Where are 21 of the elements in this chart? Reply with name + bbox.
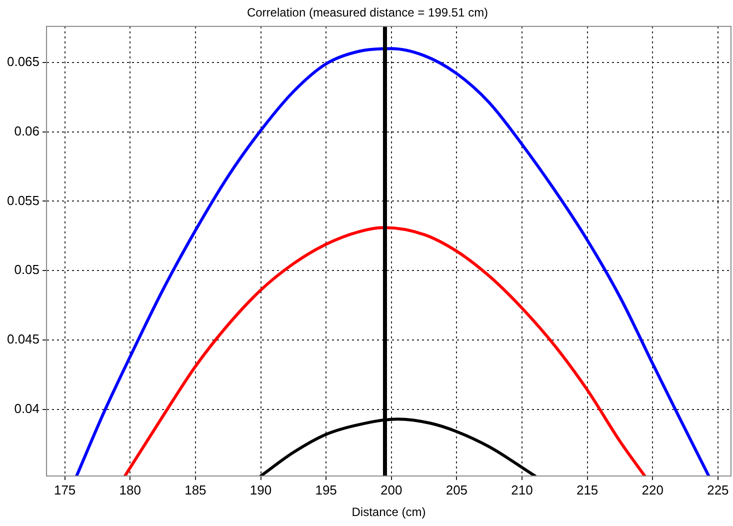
y-tick-label: 0.05 bbox=[14, 262, 40, 278]
y-tick-label: 0.055 bbox=[6, 192, 40, 208]
x-tick-label: 190 bbox=[250, 482, 272, 498]
line-series bbox=[75, 47, 710, 476]
x-tick-label: 205 bbox=[446, 482, 468, 498]
x-tick-label: 180 bbox=[119, 482, 141, 498]
x-axis-title: Distance (cm) bbox=[352, 505, 426, 520]
x-tick-label: 195 bbox=[315, 482, 337, 498]
x-tick-label: 210 bbox=[511, 482, 533, 498]
x-tick-label: 175 bbox=[54, 482, 76, 498]
y-tick-label: 0.04 bbox=[14, 400, 40, 416]
line-series bbox=[123, 226, 646, 476]
chart-title: Correlation (measured distance = 199.51 cm) bbox=[246, 6, 488, 20]
x-tick-label: 215 bbox=[576, 482, 598, 498]
x-tick-label: 200 bbox=[380, 482, 402, 498]
y-tick-label: 0.045 bbox=[6, 332, 40, 347]
y-tick-label: 0.06 bbox=[14, 123, 40, 138]
x-tick-label: 225 bbox=[707, 482, 729, 498]
y-tick-label: 0.065 bbox=[6, 54, 40, 70]
x-tick-label: 185 bbox=[184, 482, 206, 498]
x-tick-label: 220 bbox=[642, 482, 664, 498]
